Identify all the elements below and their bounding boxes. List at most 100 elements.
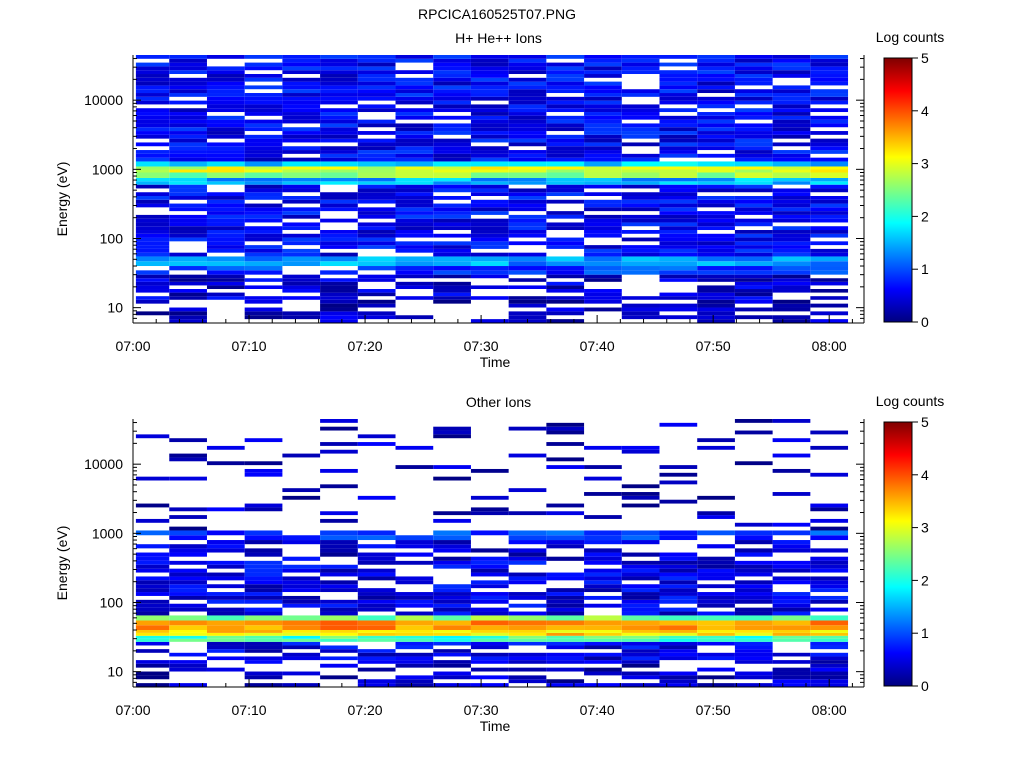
spectrogram-cell (206, 595, 245, 600)
spectrogram-cell (169, 530, 207, 536)
spectrogram-cell (169, 652, 207, 657)
spectrogram-cell (357, 207, 396, 212)
spectrogram-cell (395, 603, 434, 608)
spectrogram-cell (810, 131, 849, 135)
spectrogram-cell (169, 77, 207, 82)
spectrogram-cell (470, 74, 509, 78)
spectrogram-cell (395, 241, 434, 246)
spectrogram-cell (546, 635, 585, 639)
spectrogram-cell (395, 226, 434, 231)
spectrogram-cell (169, 181, 207, 185)
spectrogram-cell (470, 285, 509, 290)
spectrogram-cell (697, 285, 735, 290)
spectrogram-cell (584, 85, 622, 90)
spectrogram-cell (734, 461, 773, 466)
spectrogram-cell (357, 241, 396, 246)
spectrogram-cell (772, 607, 811, 612)
spectrogram-cell (395, 595, 434, 600)
spectrogram-cell (206, 237, 245, 242)
spectrogram-cell (433, 630, 471, 633)
spectrogram-cell (659, 127, 698, 132)
spectrogram-cell (659, 615, 698, 621)
spectrogram-cell (508, 453, 547, 458)
spectrogram-cell (659, 278, 698, 282)
spectrogram-cell (357, 556, 396, 561)
y-tick-label: 100 (100, 594, 124, 610)
spectrogram-cell (206, 166, 245, 170)
spectrogram-cell (357, 222, 396, 227)
spectrogram-cell (169, 526, 207, 531)
spectrogram-cells (135, 419, 849, 687)
spectrogram-cell (169, 70, 207, 75)
spectrogram-cell (772, 522, 811, 527)
spectrogram-cell (320, 620, 358, 626)
spectrogram-cell (282, 134, 321, 139)
spectrogram-cell (584, 535, 622, 541)
spectrogram-cell (169, 85, 207, 90)
spectrogram-cell (584, 641, 622, 646)
spectrogram-cell (470, 625, 509, 631)
spectrogram-cell (244, 625, 283, 631)
spectrogram-cell (433, 157, 471, 162)
spectrogram-cell (810, 667, 849, 672)
spectrogram-cell (320, 296, 358, 300)
x-tick-label: 07:40 (580, 702, 615, 718)
spectrogram-cell (546, 667, 585, 672)
spectrogram-cell (395, 108, 434, 113)
spectrogram-cell (772, 592, 811, 596)
spectrogram-cell (135, 632, 170, 636)
spectrogram-cell (470, 632, 509, 636)
spectrogram-cell (282, 104, 321, 109)
spectrogram-cell (470, 55, 509, 59)
spectrogram-cell (659, 70, 698, 75)
spectrogram-cell (697, 127, 735, 132)
colorbar-tick-label: 5 (921, 414, 929, 430)
spectrogram-cell (621, 181, 660, 185)
spectrogram-cell (584, 556, 622, 561)
spectrogram-cell (697, 96, 735, 101)
spectrogram-cell (621, 576, 660, 581)
spectrogram-cell (734, 580, 773, 585)
spectrogram-cell (357, 161, 396, 167)
spectrogram-cell (772, 319, 811, 323)
spectrogram-cell (546, 266, 585, 271)
spectrogram-cell (135, 252, 170, 257)
spectrogram-cell (244, 233, 283, 238)
spectrogram-cell (659, 153, 698, 158)
spectrogram-cell (810, 211, 849, 215)
spectrogram-cell (169, 607, 207, 612)
spectrogram-cell (734, 207, 773, 212)
spectrogram-cell (395, 169, 434, 173)
spectrogram-cell (508, 115, 547, 120)
spectrogram-cell (169, 123, 207, 128)
spectrogram-cell (621, 58, 660, 63)
spectrogram-cell (546, 127, 585, 132)
y-axis-label: Energy (eV) (54, 162, 70, 237)
spectrogram-cell (357, 119, 396, 124)
spectrogram-cell (206, 274, 245, 279)
spectrogram-cell (659, 270, 698, 275)
spectrogram-cell (282, 278, 321, 282)
x-tick-label: 07:40 (580, 338, 615, 354)
spectrogram-cell (206, 96, 245, 101)
spectrogram-cell (508, 285, 547, 290)
spectrogram-cell (810, 620, 849, 626)
spectrogram-cell (395, 611, 434, 616)
spectrogram-cell (357, 568, 396, 573)
spectrogram-cell (621, 635, 660, 639)
spectrogram-cell (357, 292, 396, 297)
spectrogram-cell (659, 214, 698, 219)
spectrogram-cell (433, 104, 471, 109)
spectrogram-cell (697, 495, 735, 500)
spectrogram-cell (470, 230, 509, 234)
spectrogram-cell (584, 58, 622, 63)
spectrogram-cell (206, 270, 245, 275)
spectrogram-cell (734, 150, 773, 154)
spectrogram-cell (584, 588, 622, 593)
spectrogram-cell (470, 241, 509, 246)
spectrogram-cell (433, 266, 471, 271)
spectrogram-cell (169, 184, 207, 189)
spectrogram-cell (508, 426, 547, 431)
spectrogram-cell (357, 261, 396, 267)
spectrogram-cell (546, 199, 585, 204)
